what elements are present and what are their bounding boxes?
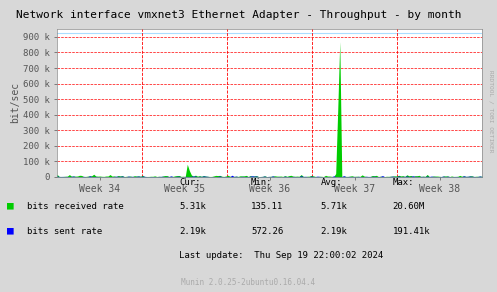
Text: 191.41k: 191.41k	[393, 227, 430, 236]
Text: 5.31k: 5.31k	[179, 202, 206, 211]
Text: Avg:: Avg:	[321, 178, 342, 187]
Text: Max:: Max:	[393, 178, 414, 187]
Text: 2.19k: 2.19k	[179, 227, 206, 236]
Text: 20.60M: 20.60M	[393, 202, 425, 211]
Text: Last update:  Thu Sep 19 22:00:02 2024: Last update: Thu Sep 19 22:00:02 2024	[179, 251, 383, 260]
Text: ■: ■	[7, 226, 14, 236]
Text: 2.19k: 2.19k	[321, 227, 347, 236]
Text: RRDTOOL / TOBI OETIKER: RRDTOOL / TOBI OETIKER	[489, 70, 494, 152]
Text: 135.11: 135.11	[251, 202, 283, 211]
Text: bits received rate: bits received rate	[27, 202, 124, 211]
Text: Cur:: Cur:	[179, 178, 200, 187]
Text: bits sent rate: bits sent rate	[27, 227, 102, 236]
Text: ■: ■	[7, 201, 14, 211]
Text: Min:: Min:	[251, 178, 272, 187]
Text: Munin 2.0.25-2ubuntu0.16.04.4: Munin 2.0.25-2ubuntu0.16.04.4	[181, 278, 316, 287]
Text: 5.71k: 5.71k	[321, 202, 347, 211]
Text: Network interface vmxnet3 Ethernet Adapter - Throughput - by month: Network interface vmxnet3 Ethernet Adapt…	[16, 10, 461, 20]
Y-axis label: bit/sec: bit/sec	[10, 82, 20, 124]
Text: 572.26: 572.26	[251, 227, 283, 236]
